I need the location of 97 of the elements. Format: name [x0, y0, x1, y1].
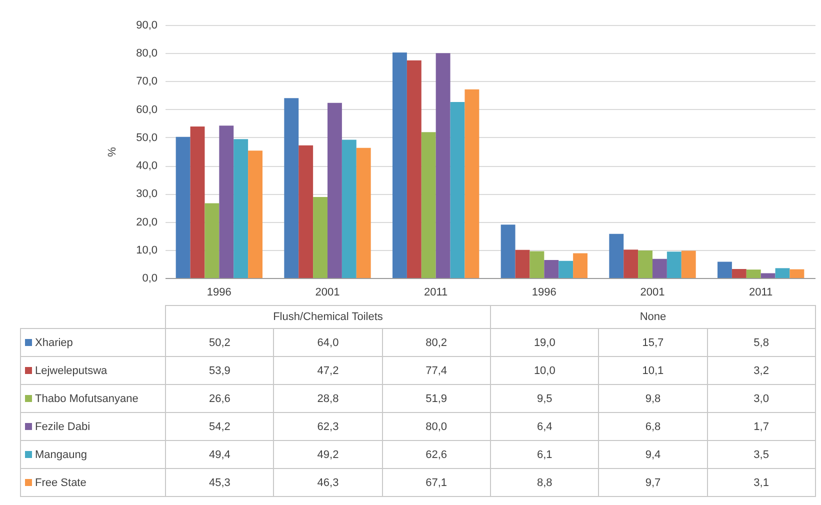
x-tick-label: 1996	[206, 286, 232, 298]
legend-label: Thabo Mofutsanyane	[20, 384, 166, 412]
data-label: 6,4	[490, 412, 599, 440]
bar	[760, 273, 776, 278]
bar	[190, 126, 205, 278]
data-label: 9,5	[490, 384, 599, 412]
data-label: 77,4	[382, 356, 490, 384]
bar	[681, 250, 696, 278]
bar	[219, 126, 234, 278]
data-label: 10,0	[490, 356, 599, 384]
data-label: 19,0	[490, 328, 599, 356]
bar	[652, 258, 667, 278]
y-tick-label: 30,0	[136, 188, 158, 200]
data-label: 15,7	[598, 328, 708, 356]
data-label: 3,0	[707, 384, 816, 412]
data-label: 6,1	[490, 440, 599, 468]
bar	[544, 260, 559, 278]
data-label: 49,2	[274, 440, 382, 468]
data-label: 46,3	[274, 468, 382, 496]
data-label: 10,1	[598, 356, 708, 384]
bar	[204, 203, 220, 278]
bar	[718, 262, 732, 278]
data-label: 6,8	[598, 412, 708, 440]
y-tick-label: 60,0	[136, 104, 158, 116]
y-axis-title: %	[106, 146, 118, 157]
data-label: 5,8	[707, 328, 816, 356]
data-label: 28,8	[274, 384, 382, 412]
bar	[406, 60, 422, 278]
bar	[732, 269, 746, 278]
bar	[234, 139, 248, 278]
text: Flush/Chemical Toilets	[166, 306, 490, 328]
data-label: 3,2	[707, 356, 816, 384]
bar	[284, 98, 299, 278]
legend-label: Xhariep	[20, 328, 166, 356]
data-label: 26,6	[166, 384, 274, 412]
bar	[638, 250, 652, 278]
bar	[790, 269, 804, 278]
bar	[450, 102, 465, 278]
x-tick-label: 2011	[749, 286, 773, 298]
bar	[298, 145, 314, 278]
bar	[392, 52, 407, 278]
x-tick-label: 2001	[315, 286, 340, 298]
data-label: 3,1	[707, 468, 816, 496]
data-label: 80,0	[382, 412, 490, 440]
x-tick-label: 2011	[424, 286, 448, 298]
x-tick-label: 1996	[532, 286, 556, 298]
bar	[328, 102, 342, 278]
text: None	[490, 306, 816, 328]
bar	[464, 89, 480, 278]
bar	[666, 252, 682, 278]
bar	[500, 224, 516, 278]
data-label: 62,3	[274, 412, 382, 440]
bar	[746, 270, 761, 278]
bar	[176, 136, 190, 278]
bar	[609, 234, 624, 278]
y-tick-label: 40,0	[136, 160, 158, 172]
data-label: 1,7	[707, 412, 816, 440]
legend-label: Mangaung	[20, 440, 166, 468]
legend-label: Lejweleputswa	[20, 356, 166, 384]
data-label: 53,9	[166, 356, 274, 384]
y-tick-label: 90,0	[136, 20, 158, 32]
y-tick-label: 20,0	[136, 216, 158, 228]
data-label: 54,2	[166, 412, 274, 440]
y-tick-label: 70,0	[136, 76, 158, 88]
bar	[436, 53, 450, 278]
data-label: 8,8	[490, 468, 599, 496]
data-label: 9,8	[598, 384, 708, 412]
bar	[248, 150, 262, 278]
y-tick-label: 50,0	[136, 132, 158, 144]
y-tick-label: 10,0	[136, 244, 158, 256]
bar	[530, 251, 544, 278]
y-tick-label: 80,0	[136, 48, 158, 60]
bar	[573, 253, 588, 278]
bar	[775, 268, 790, 278]
data-label: 45,3	[166, 468, 274, 496]
data-label: 9,7	[598, 468, 708, 496]
data-label: 3,5	[707, 440, 816, 468]
legend-label: Free State	[20, 468, 166, 496]
data-label: 62,6	[382, 440, 490, 468]
bar	[342, 140, 356, 278]
data-label: 80,2	[382, 328, 490, 356]
bar	[624, 250, 638, 278]
bar	[515, 250, 530, 278]
data-label: 9,4	[598, 440, 708, 468]
data-label: 49,4	[166, 440, 274, 468]
x-tick-label: 2001	[640, 286, 665, 298]
bar	[421, 132, 436, 278]
bar	[558, 260, 574, 278]
data-label: 64,0	[274, 328, 382, 356]
data-label: 47,2	[274, 356, 382, 384]
data-label: 51,9	[382, 384, 490, 412]
data-label: 50,2	[166, 328, 274, 356]
data-label: 67,1	[382, 468, 490, 496]
y-tick-label: 0,0	[142, 272, 158, 284]
legend-label: Fezile Dabi	[20, 412, 166, 440]
bar	[356, 148, 371, 278]
bar	[313, 197, 328, 278]
